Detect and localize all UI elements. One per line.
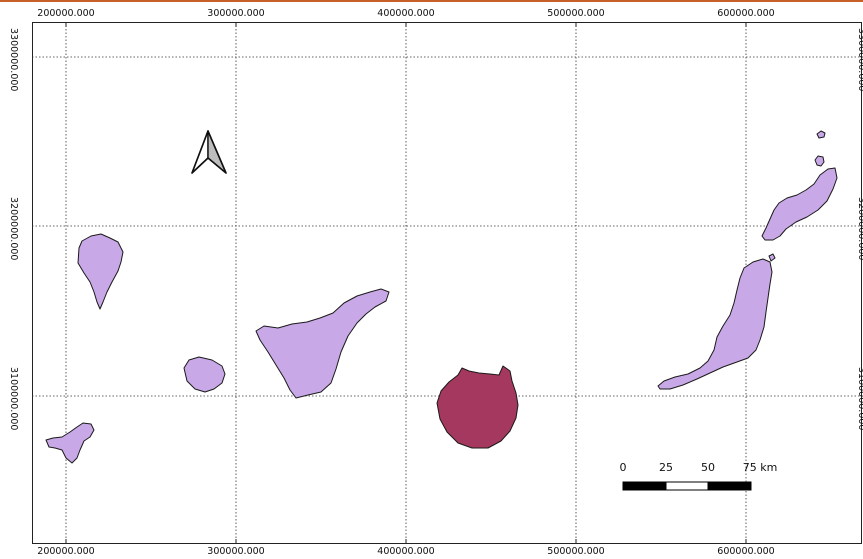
x-tick-label-bottom: 400000.000 — [377, 546, 435, 557]
y-tick-label-right: 3300000.000 — [856, 28, 863, 92]
island-gran-canaria[interactable] — [436, 365, 519, 449]
island-lanzarote[interactable] — [761, 167, 838, 241]
x-tick-label-bottom: 600000.000 — [717, 546, 775, 557]
x-tick-label-bottom: 300000.000 — [207, 546, 265, 557]
scale-bar-segment-1 — [622, 481, 667, 491]
y-tick-label-left: 3100000.000 — [8, 367, 19, 431]
islet-alegranza[interactable] — [816, 130, 826, 139]
island-fuerteventura[interactable] — [657, 258, 773, 390]
x-tick-label-bottom: 500000.000 — [547, 546, 605, 557]
graticule — [32, 22, 862, 544]
scale-bar-segment-2 — [665, 481, 709, 491]
y-tick-label-left: 3300000.000 — [8, 28, 19, 92]
x-tick-label-top: 300000.000 — [207, 8, 265, 19]
x-tick-label-bottom: 200000.000 — [37, 546, 95, 557]
island-la-gomera[interactable] — [183, 356, 226, 393]
y-tick-label-left: 3200000.000 — [8, 197, 19, 261]
top-accent-rule — [0, 0, 863, 2]
islet-la-graciosa[interactable] — [814, 155, 825, 167]
islet-lobos[interactable] — [768, 253, 776, 262]
frame-ticks — [65, 22, 747, 544]
island-el-hierro[interactable] — [45, 422, 95, 464]
scale-bar-segment-3 — [707, 481, 752, 491]
x-tick-label-top: 500000.000 — [547, 8, 605, 19]
north-arrow-icon — [191, 130, 227, 174]
scale-label-25: 25 — [659, 461, 673, 474]
x-tick-label-top: 400000.000 — [377, 8, 435, 19]
map-frame[interactable] — [32, 22, 862, 544]
x-tick-label-top: 200000.000 — [37, 8, 95, 19]
island-tenerife[interactable] — [255, 288, 390, 399]
scale-bar — [622, 481, 752, 491]
island-la-palma[interactable] — [77, 233, 124, 310]
scale-label-0: 0 — [619, 461, 627, 474]
y-tick-label-right: 3100000.000 — [856, 367, 863, 431]
x-tick-label-top: 600000.000 — [717, 8, 775, 19]
scale-label-50: 50 — [701, 461, 715, 474]
y-tick-label-right: 3200000.000 — [856, 197, 863, 261]
scale-label-75-km: 75 km — [742, 461, 778, 474]
